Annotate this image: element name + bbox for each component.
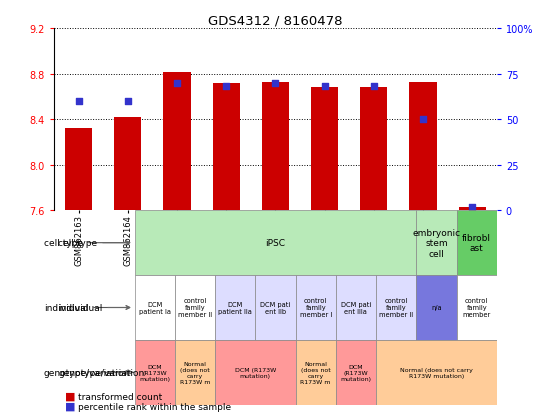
- Bar: [416, 211, 456, 275]
- Bar: [336, 275, 376, 340]
- Bar: [409, 82, 436, 211]
- Text: ■: ■: [65, 401, 75, 411]
- Text: genotype/variation: genotype/variation: [44, 368, 133, 377]
- Text: genotype/variation: genotype/variation: [58, 368, 144, 377]
- Point: [222, 84, 231, 90]
- Point: [271, 80, 280, 87]
- Text: control
family
member: control family member: [463, 298, 491, 318]
- Text: Normal
(does not
carry
R173W m: Normal (does not carry R173W m: [300, 361, 331, 384]
- Text: embryonic
stem
cell: embryonic stem cell: [413, 228, 461, 258]
- Point: [468, 204, 476, 211]
- Point: [124, 98, 132, 105]
- Point: [173, 80, 181, 87]
- Bar: [215, 340, 295, 405]
- Text: DCM (R173W
mutation): DCM (R173W mutation): [235, 367, 276, 378]
- Bar: [456, 275, 497, 340]
- Text: cell type: cell type: [58, 239, 130, 247]
- Text: ■: ■: [65, 391, 75, 401]
- Bar: [114, 118, 141, 211]
- Bar: [311, 88, 338, 211]
- Bar: [360, 88, 387, 211]
- Point: [418, 116, 427, 123]
- Bar: [456, 211, 497, 275]
- Bar: [134, 340, 175, 405]
- Bar: [255, 275, 295, 340]
- Bar: [134, 275, 175, 340]
- Bar: [175, 275, 215, 340]
- Bar: [164, 73, 191, 211]
- Text: DCM pati
ent IIb: DCM pati ent IIb: [260, 301, 291, 314]
- Text: Normal (does not carry
R173W mutation): Normal (does not carry R173W mutation): [400, 367, 473, 378]
- Bar: [215, 275, 255, 340]
- Text: cell type: cell type: [44, 239, 130, 247]
- Bar: [213, 83, 240, 211]
- Text: control
family
member II: control family member II: [178, 298, 212, 318]
- Point: [75, 98, 83, 105]
- Bar: [376, 275, 416, 340]
- Bar: [416, 275, 456, 340]
- Text: individual: individual: [44, 303, 130, 312]
- Bar: [295, 340, 336, 405]
- Text: transformed count: transformed count: [78, 392, 163, 401]
- Bar: [458, 207, 486, 211]
- Text: control
family
member I: control family member I: [300, 298, 332, 318]
- Text: DCM
patient IIa: DCM patient IIa: [218, 301, 252, 314]
- Bar: [134, 211, 416, 275]
- Text: n/a: n/a: [431, 305, 442, 311]
- Text: iPSC: iPSC: [265, 239, 286, 247]
- Text: DCM
(R173W
mutation): DCM (R173W mutation): [139, 364, 170, 381]
- Title: GDS4312 / 8160478: GDS4312 / 8160478: [208, 15, 343, 28]
- Bar: [376, 340, 497, 405]
- Text: DCM pati
ent IIIa: DCM pati ent IIIa: [341, 301, 371, 314]
- Text: DCM
patient Ia: DCM patient Ia: [139, 301, 171, 314]
- Text: individual: individual: [58, 303, 130, 312]
- Point: [320, 84, 329, 90]
- Text: Normal
(does not
carry
R173W m: Normal (does not carry R173W m: [180, 361, 210, 384]
- Text: fibrobl
ast: fibrobl ast: [462, 233, 491, 253]
- Bar: [262, 82, 289, 211]
- Bar: [65, 129, 92, 211]
- Point: [369, 84, 378, 90]
- Bar: [175, 340, 215, 405]
- Text: DCM
(R173W
mutation): DCM (R173W mutation): [340, 364, 372, 381]
- Text: percentile rank within the sample: percentile rank within the sample: [78, 402, 232, 411]
- Bar: [336, 340, 376, 405]
- Bar: [295, 275, 336, 340]
- Text: control
family
member II: control family member II: [379, 298, 413, 318]
